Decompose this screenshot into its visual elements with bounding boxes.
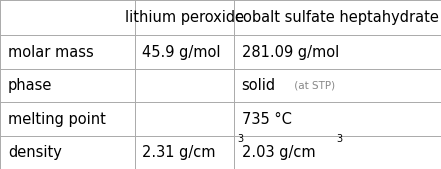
Text: melting point: melting point bbox=[8, 112, 106, 127]
Text: 2.31 g/cm: 2.31 g/cm bbox=[142, 145, 216, 160]
Text: 3: 3 bbox=[336, 134, 343, 144]
Text: 735 °C: 735 °C bbox=[242, 112, 292, 127]
Text: density: density bbox=[8, 145, 62, 160]
Text: 45.9 g/mol: 45.9 g/mol bbox=[142, 45, 221, 60]
Text: phase: phase bbox=[8, 78, 52, 93]
Text: solid: solid bbox=[242, 78, 276, 93]
Text: 281.09 g/mol: 281.09 g/mol bbox=[242, 45, 339, 60]
Text: (at STP): (at STP) bbox=[291, 81, 335, 91]
Text: molar mass: molar mass bbox=[8, 45, 93, 60]
Text: cobalt sulfate heptahydrate: cobalt sulfate heptahydrate bbox=[235, 10, 439, 25]
Text: lithium peroxide: lithium peroxide bbox=[124, 10, 244, 25]
Text: 2.03 g/cm: 2.03 g/cm bbox=[242, 145, 315, 160]
Text: 3: 3 bbox=[237, 134, 243, 144]
